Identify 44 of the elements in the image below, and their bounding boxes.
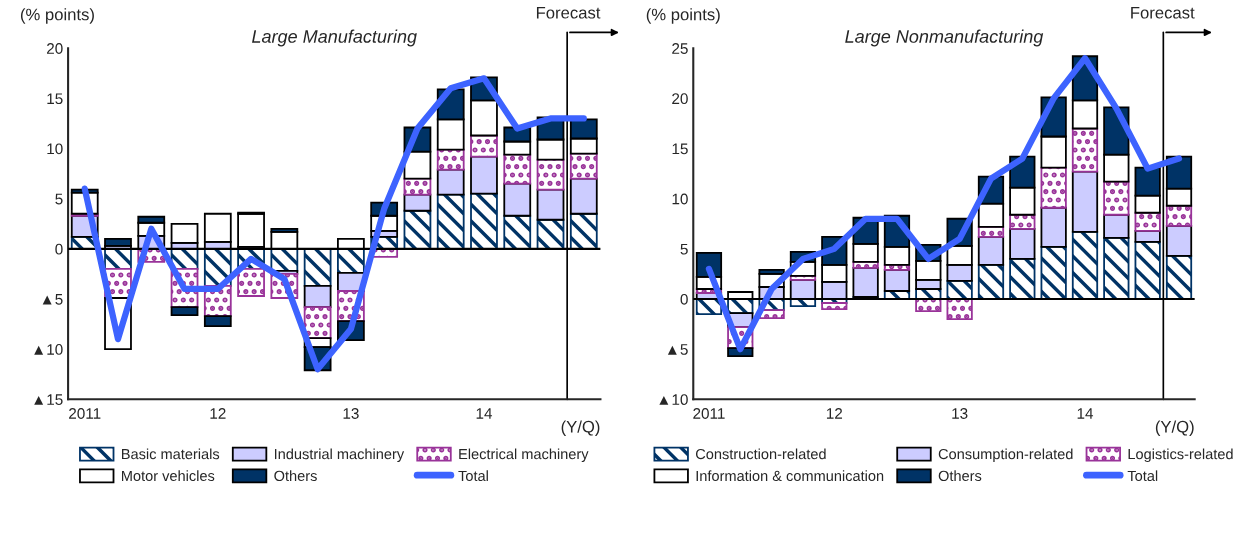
x-axis-title: (Y/Q) <box>1155 420 1194 436</box>
y-tick-label: 10 <box>672 193 688 205</box>
x-tick-label: 13 <box>952 408 968 419</box>
y-axis-title: (% points) <box>646 8 720 24</box>
y-tick-label: 15 <box>47 93 63 105</box>
chart-title: Large Manufacturing <box>252 29 417 47</box>
x-tick-label: 2011 <box>693 408 725 419</box>
x-tick-label: 14 <box>1077 408 1094 419</box>
y-tick-label: 0 <box>55 243 63 255</box>
x-tick-label: 2011 <box>69 408 101 419</box>
legend-label: Logistics-related <box>1128 448 1233 463</box>
y-tick-label: 0 <box>680 293 688 305</box>
x-tick-label: 13 <box>343 408 359 419</box>
y-tick-label: ▲5 <box>667 344 688 355</box>
y-tick-label: 20 <box>47 43 63 54</box>
text: Forecast <box>1131 6 1195 19</box>
legend-label: Others <box>938 470 982 482</box>
legend-label: Motor vehicles <box>122 470 215 482</box>
legend-label: Electrical machinery <box>459 448 589 463</box>
x-tick-label: 12 <box>826 408 843 419</box>
x-tick-label: 12 <box>210 408 226 419</box>
y-tick-label: 15 <box>672 143 688 155</box>
y-tick-label: ▲10 <box>659 394 688 406</box>
y-axis-title: (% points) <box>20 8 94 24</box>
legend-label: Total <box>1127 470 1158 482</box>
y-tick-label: 5 <box>55 193 63 205</box>
y-tick-label: 25 <box>672 43 688 54</box>
x-axis-title: (Y/Q) <box>561 420 600 436</box>
y-tick-label: 20 <box>672 93 688 105</box>
chart-title: Large Nonmanufacturing <box>845 29 1044 47</box>
legend-label: Basic materials <box>122 448 220 460</box>
legend-label: Industrial machinery <box>274 448 405 463</box>
y-tick-label: ▲5 <box>42 294 63 305</box>
y-tick-label: ▲15 <box>34 394 63 406</box>
y-tick-label: 10 <box>47 143 63 155</box>
legend-label: Consumption-related <box>938 448 1073 463</box>
legend-label: Total <box>458 470 488 482</box>
x-tick-label: 14 <box>476 408 493 419</box>
y-tick-label: 5 <box>680 243 688 255</box>
y-tick-label: ▲10 <box>34 344 63 355</box>
legend-label: Information & communication <box>696 470 884 482</box>
legend-label: Construction-related <box>695 448 826 460</box>
text: Forecast <box>536 6 601 19</box>
legend-label: Others <box>274 470 317 482</box>
